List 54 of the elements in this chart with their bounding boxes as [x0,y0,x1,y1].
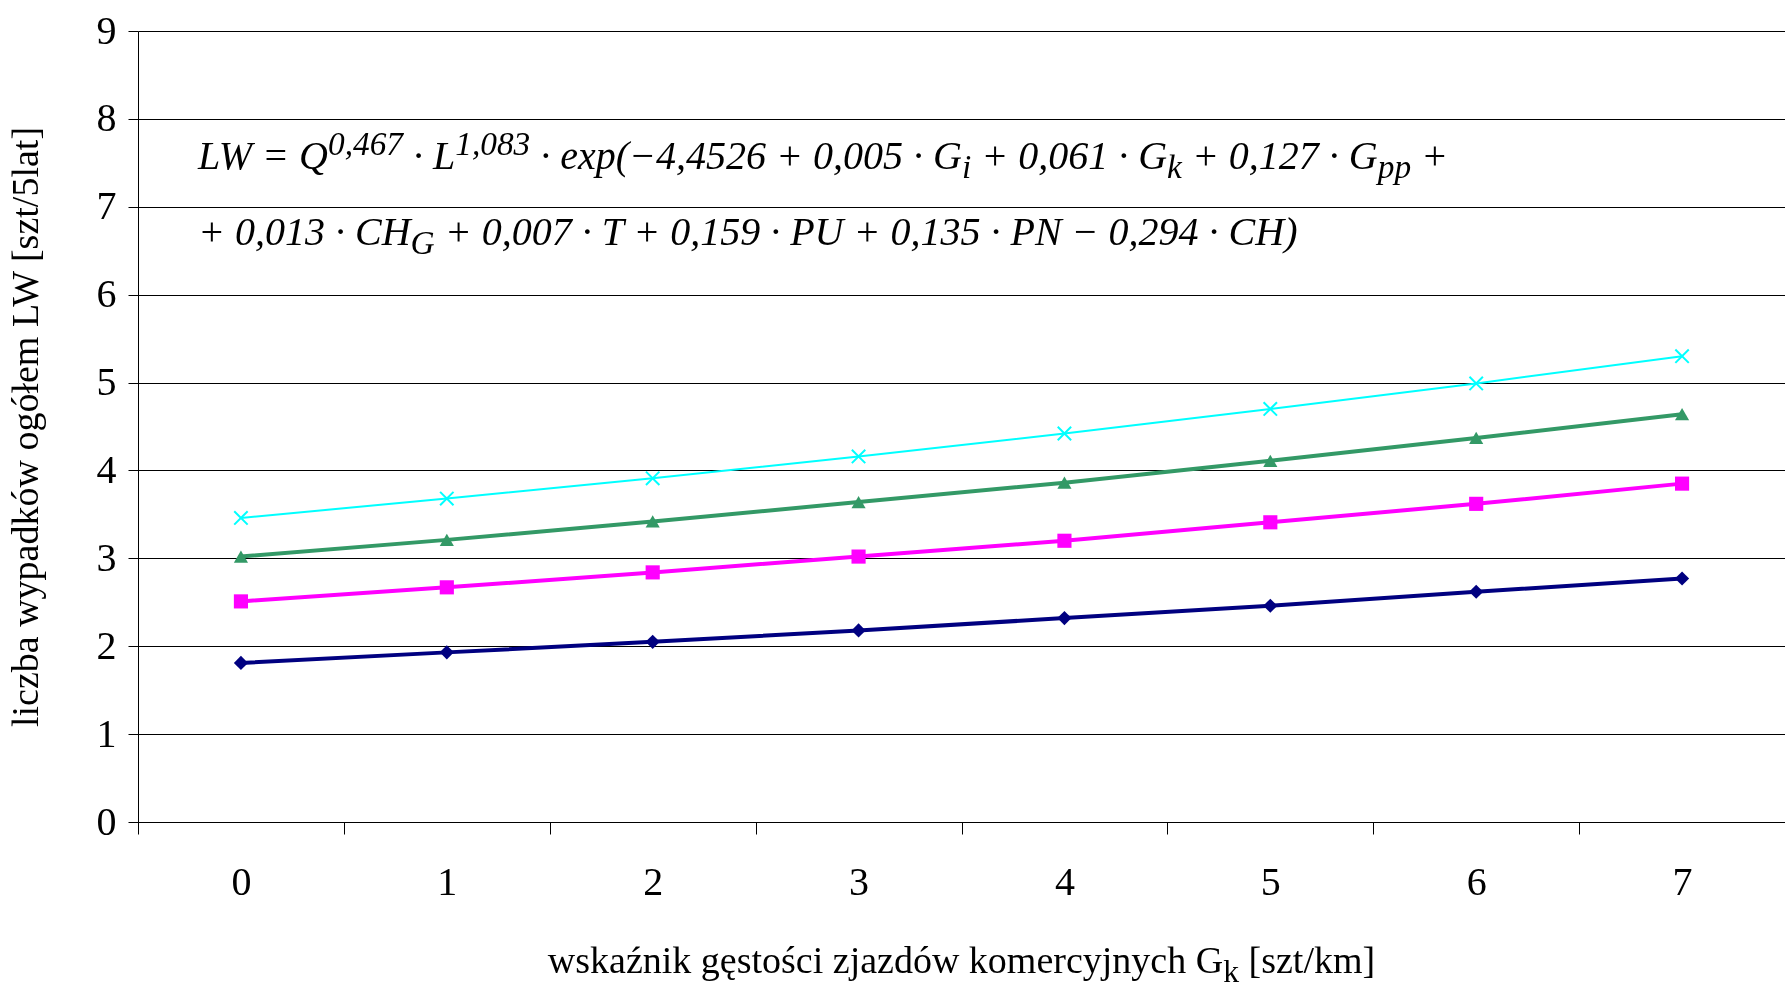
point [233,510,249,526]
x-tick-label: 3 [849,858,870,904]
y-tick-label: 7 [96,183,117,229]
y-tick-label: 0 [96,798,117,844]
x-tick-label: 0 [231,858,252,904]
y-tick-label: 6 [96,271,117,317]
y-tick-label: 8 [96,95,117,141]
point [233,550,249,563]
point [439,645,454,660]
point [1468,375,1484,392]
point [1263,598,1278,613]
point [1263,515,1278,530]
point [851,623,866,638]
point [645,515,660,528]
point [645,565,660,580]
point [850,448,867,465]
x-tick-label: 7 [1672,858,1693,904]
annotation: + 0,013 · CH$_{G}$ + 0,007 · T + 0,159 · PU + 0,135 · PN − 0,294 · CH) [198,208,1298,262]
x-axis-title: wskaźnik gęstości zjazdów komercyjnych G$_{k}$ [szt/km] [546,938,1377,990]
point [1056,425,1073,442]
x-tick-label: 4 [1054,858,1075,904]
point [1469,496,1484,511]
point [233,594,249,609]
point [1057,533,1072,548]
text: LW = Q$^{0,467}$ · L$^{1,083}$ · exp(−4,4526 + 0,005 · G$_{i}$ + 0,061 · G$_{k}$ + 0,127 · G$_{pp}$ + [198,125,1449,186]
x-tick-label: 5 [1260,858,1281,904]
point [439,580,454,595]
point [1674,476,1690,491]
x-tick-label: 6 [1466,858,1487,904]
point [1469,584,1484,599]
point [851,495,866,509]
x-tick-label: 2 [643,858,664,904]
point [1057,476,1072,489]
point [1057,611,1072,626]
point [439,490,455,507]
point [644,470,661,487]
y-tick-label: 5 [96,359,117,405]
point [1674,571,1690,586]
point [1674,348,1690,364]
point [1263,454,1278,467]
y-tick-label: 9 [96,7,117,53]
point [1674,408,1690,421]
point [851,549,866,564]
point [1469,431,1484,445]
point [439,533,454,546]
y-tick-label: 4 [96,446,117,492]
y-tick-label: 2 [96,622,117,668]
y-tick-label: 3 [96,534,117,580]
point [1262,401,1279,417]
y-tick-label: 1 [96,710,117,756]
point [233,655,249,670]
x-tick-label: 1 [437,858,458,904]
point [645,634,660,649]
y-axis-title: liczba wypadków ogółem LW [szt/5lat] [3,125,47,730]
